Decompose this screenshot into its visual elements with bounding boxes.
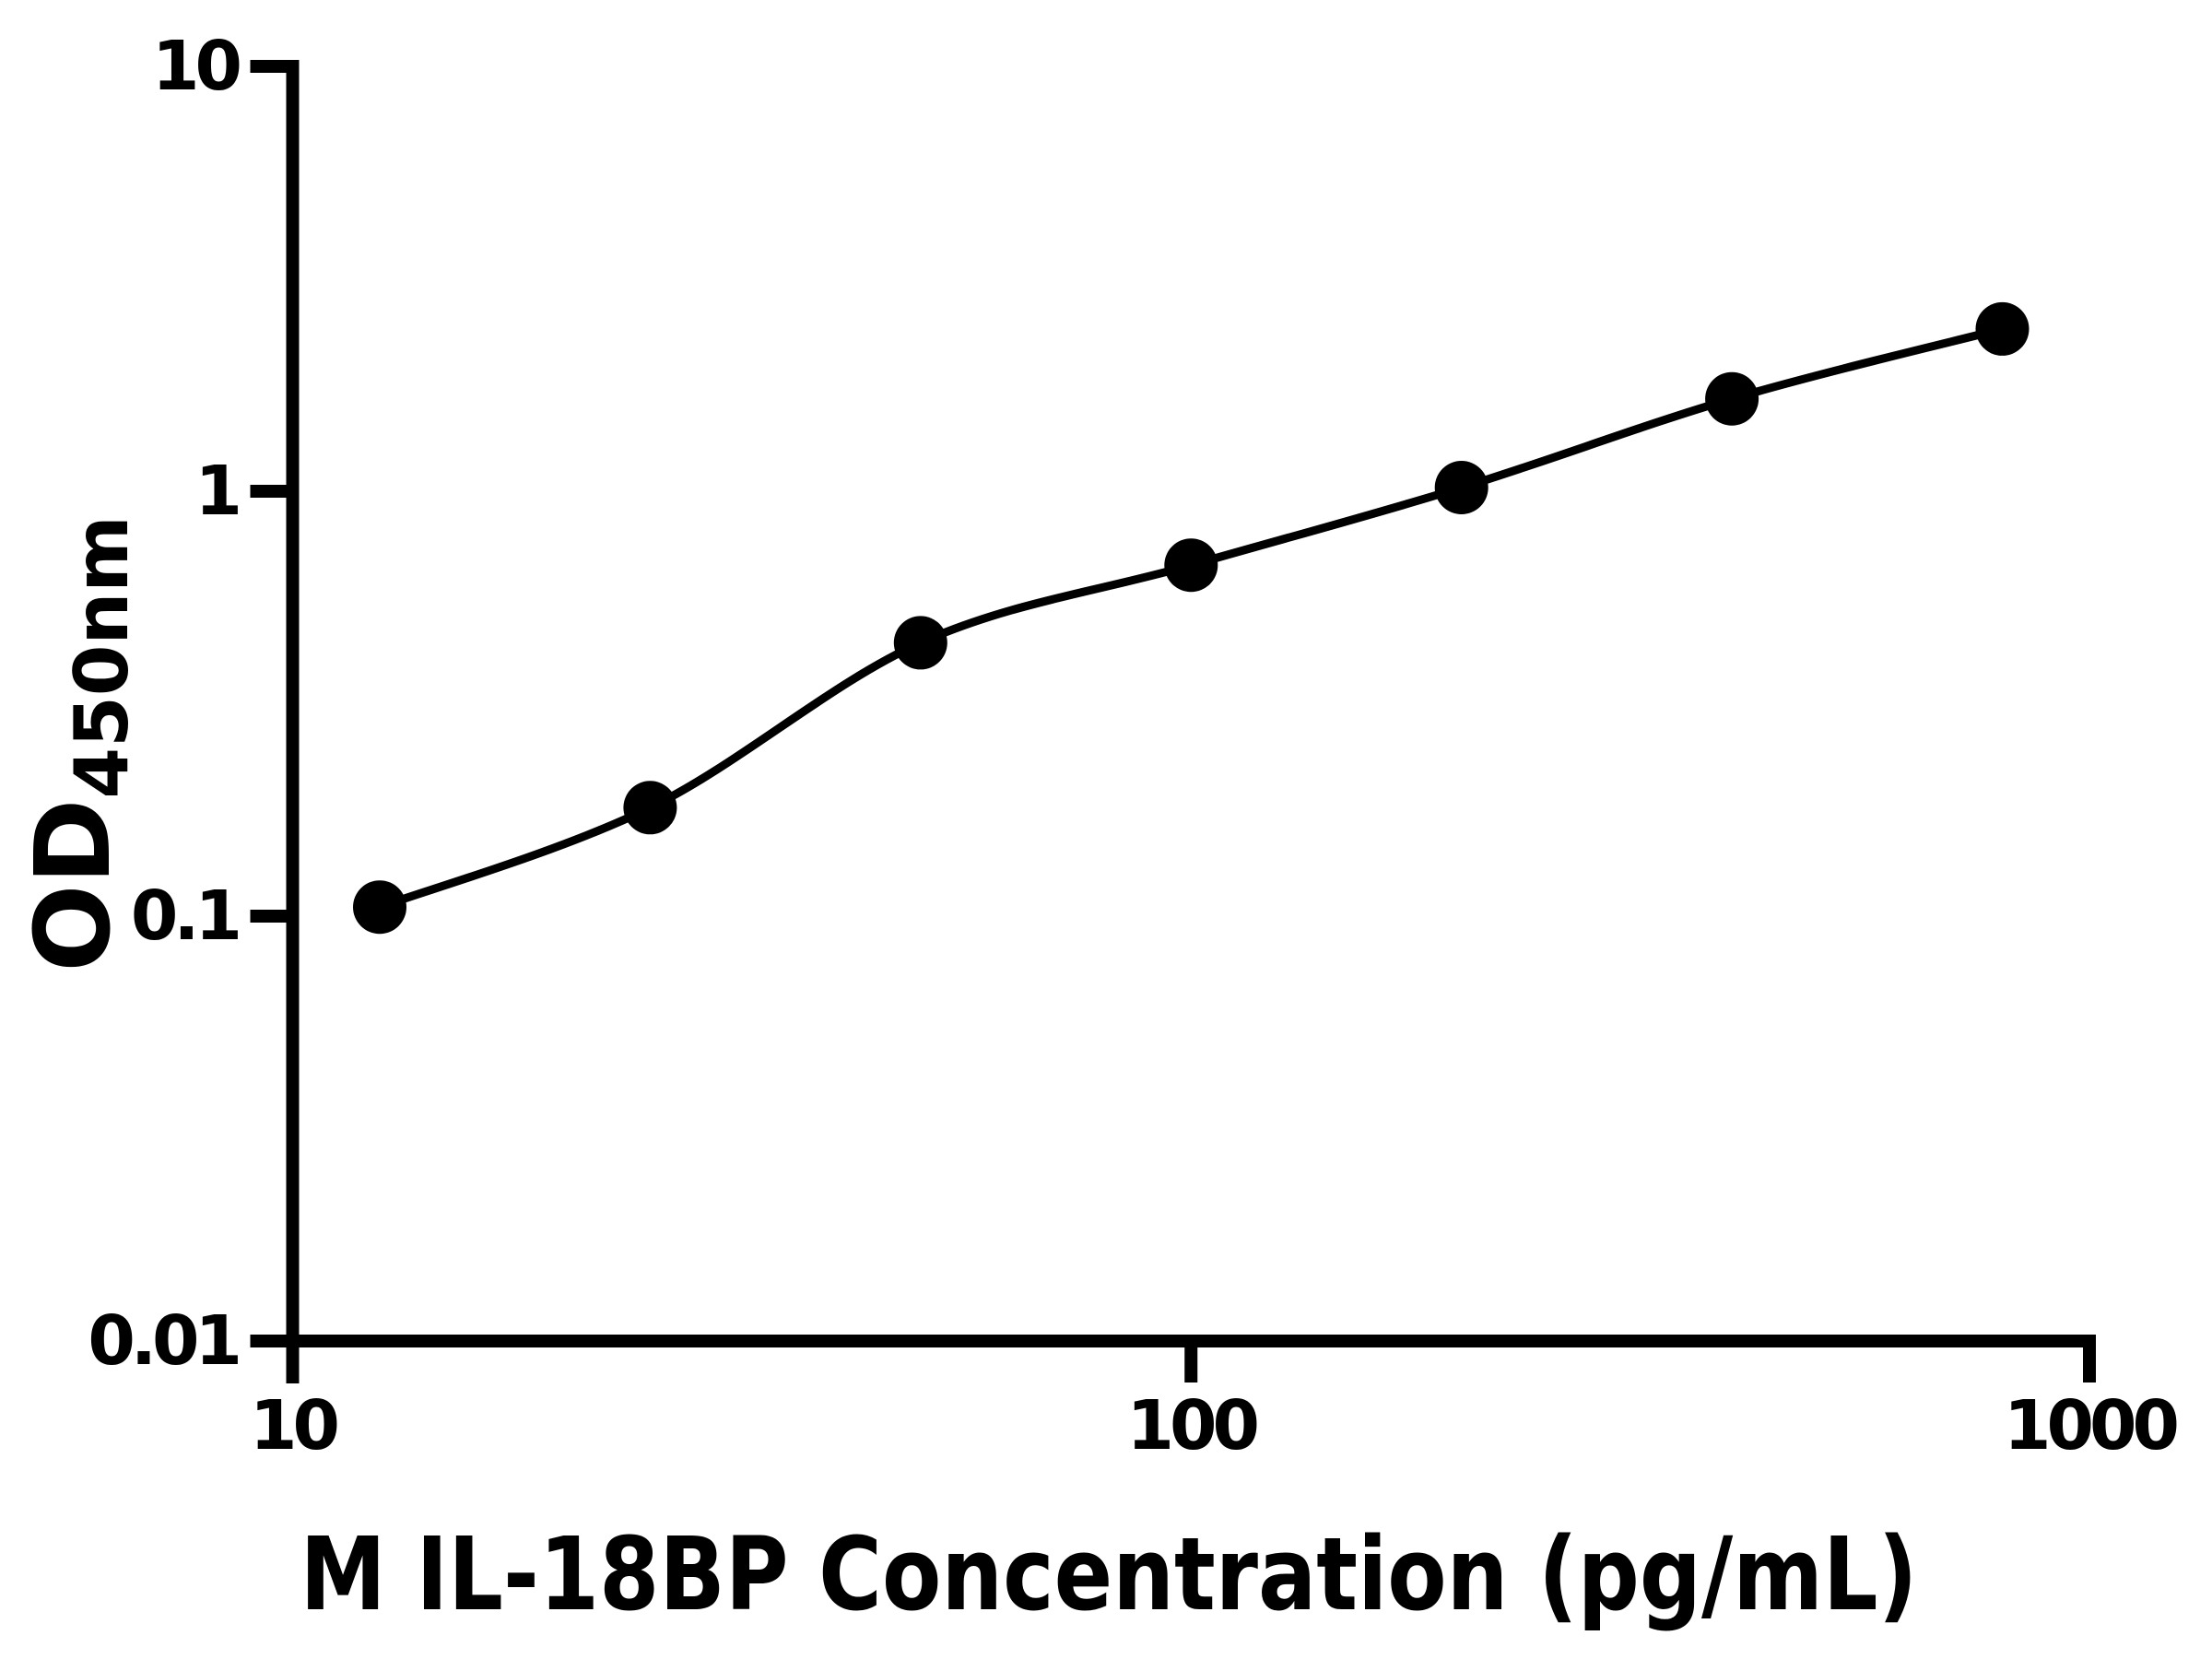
data-point xyxy=(353,880,406,935)
data-point xyxy=(623,781,677,835)
y-tick-label: 1 xyxy=(195,452,239,531)
y-axis-title-subscript: 450nm xyxy=(59,515,145,798)
data-point xyxy=(1434,461,1488,514)
standard-curve-line xyxy=(378,324,2004,912)
data-point xyxy=(1975,301,2030,356)
data-point xyxy=(893,616,947,670)
data-point xyxy=(1705,371,1759,426)
y-tick-label: 0.01 xyxy=(88,1301,238,1381)
y-axis-title-main: OD xyxy=(14,799,134,972)
x-tick-label: 100 xyxy=(1127,1386,1257,1465)
y-tick-label: 0.1 xyxy=(131,877,239,956)
x-tick-label: 10 xyxy=(250,1386,336,1465)
data-point xyxy=(1164,538,1218,593)
y-axis-title: OD450nm xyxy=(14,515,145,972)
x-tick-label: 1000 xyxy=(2004,1386,2176,1465)
x-axis-title: M IL-18BP Concentration (pg/mL) xyxy=(300,1515,1918,1633)
y-tick-label: 10 xyxy=(152,27,239,106)
